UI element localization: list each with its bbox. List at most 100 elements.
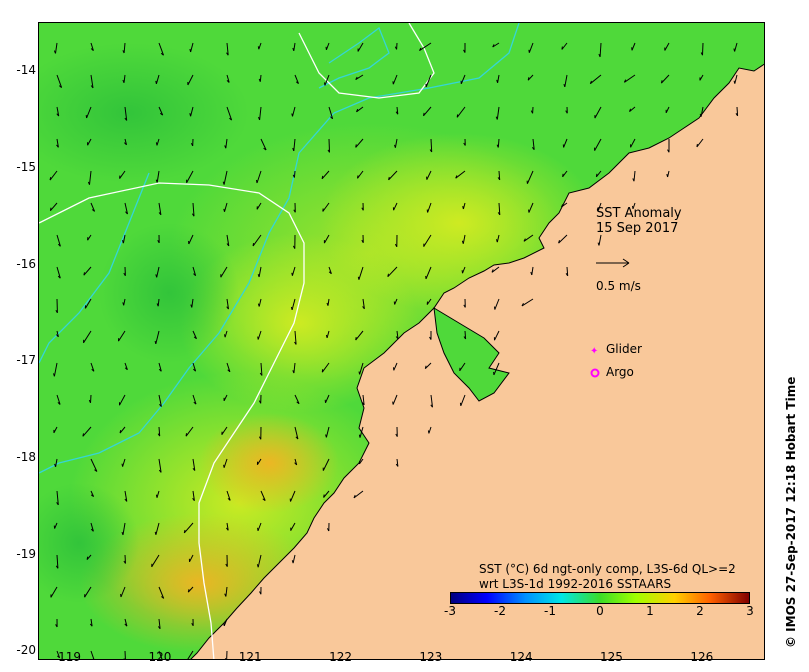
current-vector <box>521 298 534 307</box>
current-vector-head <box>226 306 229 310</box>
current-vector-head <box>394 46 398 50</box>
current-vector <box>321 362 330 373</box>
current-vector <box>563 138 568 148</box>
current-vector <box>123 74 126 83</box>
current-vector-head <box>222 181 225 185</box>
current-vector-head <box>57 275 61 279</box>
current-vector <box>597 202 602 211</box>
y-tick-label: -16 <box>16 256 36 271</box>
current-vector-head <box>159 403 162 407</box>
current-vector-head <box>183 529 186 534</box>
current-vector-head <box>258 78 261 82</box>
current-vector <box>598 234 602 246</box>
current-vector <box>462 266 466 274</box>
current-vector <box>158 362 162 372</box>
current-vector <box>188 234 194 245</box>
current-vector-head <box>122 79 125 83</box>
current-vector-head <box>122 50 125 54</box>
current-vector-head <box>323 494 325 498</box>
current-vectors <box>49 42 739 659</box>
current-vector <box>293 170 296 178</box>
current-vector <box>293 138 296 151</box>
current-vector-head <box>257 336 259 340</box>
current-vector-head <box>223 208 225 212</box>
current-vector-head <box>155 274 158 278</box>
current-vector <box>156 170 160 183</box>
cool-anomaly-region <box>39 483 139 603</box>
current-vector <box>260 138 267 151</box>
current-vector <box>664 42 670 51</box>
current-vector-head <box>295 81 299 84</box>
current-vector-head <box>735 113 739 117</box>
current-vector-head <box>121 463 124 467</box>
current-vector-head <box>292 147 295 152</box>
current-vector-head <box>462 205 464 210</box>
x-tick-label: 121 <box>238 650 262 664</box>
current-vector-head <box>362 306 365 310</box>
colorbar-title-line2: wrt L3S-1d 1992-2016 SSTAARS <box>479 577 672 591</box>
current-vector <box>223 394 228 402</box>
current-vector-head <box>53 373 55 377</box>
current-vector <box>192 490 195 501</box>
current-vector <box>633 170 636 182</box>
current-vector <box>700 106 704 117</box>
current-vector <box>630 138 636 148</box>
current-vector-head <box>430 404 433 408</box>
current-vector-head <box>455 175 458 179</box>
current-vector <box>82 426 92 437</box>
white-contour <box>298 23 435 99</box>
current-vector <box>124 106 128 121</box>
current-vector <box>87 234 92 241</box>
current-vector-head <box>90 528 94 532</box>
y-tick-label: -18 <box>16 450 36 464</box>
current-vector-head <box>291 272 293 276</box>
current-vector-head <box>160 52 164 56</box>
current-vector <box>494 298 500 310</box>
current-vector <box>661 74 670 84</box>
current-vector-head <box>56 655 60 659</box>
current-vector-head <box>155 494 158 498</box>
current-vector-head <box>326 528 330 532</box>
current-vector <box>328 266 332 274</box>
current-vector-head <box>189 48 192 53</box>
scale-label: 0.5 m/s <box>596 279 641 293</box>
map-frame: ✦ SST Anomaly 15 Sep 2017 0.5 m/s Glider… <box>38 22 765 660</box>
current-vector-head <box>562 173 564 177</box>
current-vector-head <box>357 276 360 280</box>
current-vector-head <box>394 144 396 148</box>
current-vector-head <box>193 273 196 277</box>
current-vector <box>258 266 262 278</box>
current-vector <box>734 74 738 84</box>
current-vector <box>419 42 432 52</box>
current-vector-head <box>191 623 194 627</box>
current-vector <box>257 522 262 531</box>
current-vector <box>423 234 432 247</box>
current-vector <box>324 74 330 86</box>
current-vector-head <box>361 207 364 211</box>
credit-text: © IMOS 27-Sep-2017 12:18 Hobart Time <box>784 376 798 648</box>
map-date: 15 Sep 2017 <box>596 221 679 236</box>
current-vector-head <box>395 463 399 467</box>
current-vector-head <box>223 464 225 468</box>
current-vector <box>561 42 568 50</box>
current-vector <box>49 170 58 181</box>
current-vector <box>562 170 568 178</box>
current-vector <box>56 106 60 117</box>
current-vector <box>90 522 94 532</box>
current-vector <box>531 266 534 275</box>
current-vector-head <box>429 149 433 153</box>
current-vector <box>393 362 398 371</box>
current-vector-head <box>158 469 162 473</box>
current-vector-head <box>733 80 736 84</box>
current-vector-head <box>157 433 161 437</box>
x-tick-label: 119 <box>58 650 82 664</box>
current-vector-head <box>355 337 357 341</box>
current-vector-head <box>427 430 430 434</box>
current-vector <box>83 330 92 344</box>
current-vector-head <box>565 273 569 277</box>
colorbar-tick-label: 3 <box>746 604 754 618</box>
current-vector <box>736 106 739 116</box>
current-vector-head <box>357 175 359 179</box>
current-vector <box>155 330 160 345</box>
current-vector <box>293 362 296 374</box>
